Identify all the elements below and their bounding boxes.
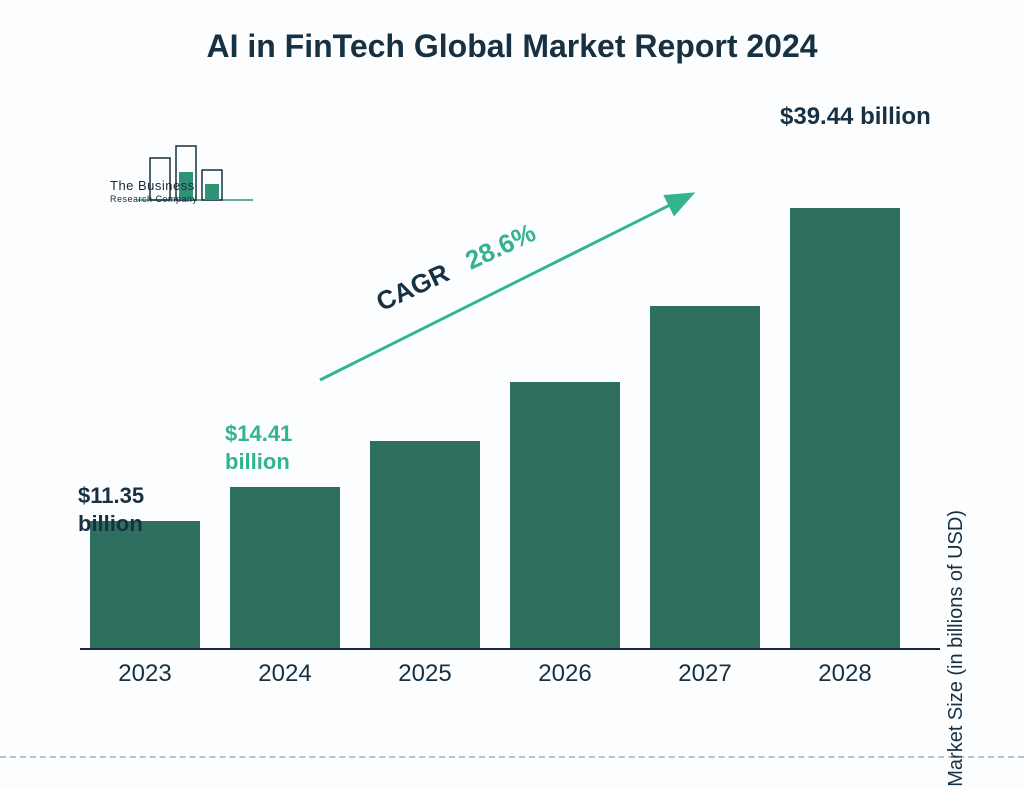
- chart-title-text: AI in FinTech Global Market Report 2024: [206, 28, 817, 64]
- value-label: $11.35billion: [78, 482, 144, 537]
- y-axis-title: Market Size (in billions of USD): [945, 510, 968, 787]
- x-axis-line: [80, 648, 940, 650]
- x-axis-label: 2028: [780, 660, 910, 688]
- value-label: $39.44 billion: [780, 102, 931, 132]
- bar: [370, 441, 480, 648]
- x-axis-label: 2025: [360, 660, 490, 688]
- value-label: $14.41billion: [225, 420, 292, 475]
- chart-title: AI in FinTech Global Market Report 2024: [0, 28, 1024, 65]
- x-axis-label: 2024: [220, 660, 350, 688]
- bar: [90, 521, 200, 648]
- bottom-divider: [0, 756, 1024, 758]
- bar: [790, 208, 900, 648]
- bar: [510, 382, 620, 648]
- x-axis-label: 2027: [640, 660, 770, 688]
- x-axis-label: 2023: [80, 660, 210, 688]
- cagr-label: CAGR: [372, 257, 454, 317]
- x-axis-label: 2026: [500, 660, 630, 688]
- bar-chart: 2023 2024 2025 2026 2027 2028 $11.35billion $1…: [60, 130, 940, 690]
- y-axis-title-text: Market Size (in billions of USD): [945, 510, 967, 787]
- bar: [650, 306, 760, 648]
- cagr-annotation: CAGR 28.6%: [372, 217, 541, 318]
- cagr-value: 28.6%: [461, 217, 541, 275]
- bar: [230, 487, 340, 648]
